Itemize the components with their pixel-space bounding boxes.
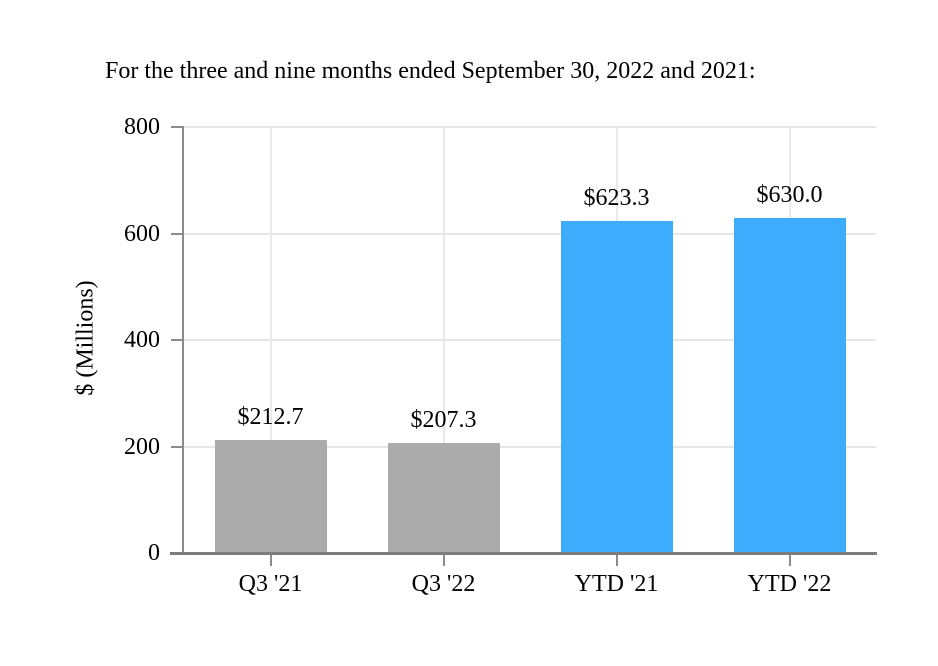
bar-value-label: $212.7 [237, 403, 304, 430]
x-tick-label: YTD '22 [747, 571, 832, 597]
y-tick-label: 600 [124, 220, 160, 247]
bar-value-label: $207.3 [410, 406, 477, 433]
y-axis-tick [171, 126, 183, 128]
y-tick-label: 400 [124, 327, 160, 353]
x-tick-label: Q3 '22 [411, 571, 476, 597]
y-tick-label: 800 [124, 114, 160, 140]
horizontal-gridline [184, 126, 876, 128]
vertical-gridline [442, 127, 445, 553]
horizontal-gridline [184, 339, 876, 341]
x-tick-label: YTD '21 [574, 571, 659, 597]
bar-value-label: $623.3 [583, 185, 650, 212]
x-axis-tick [442, 555, 445, 566]
bar [387, 442, 500, 553]
y-axis-line [182, 126, 184, 553]
y-axis-tick [171, 339, 183, 341]
chart-title: For the three and nine months ended Sept… [105, 58, 756, 84]
y-axis-tick [171, 445, 183, 448]
horizontal-gridline [184, 232, 876, 235]
x-axis-tick [269, 555, 272, 566]
y-axis-tick [171, 232, 183, 235]
x-axis-tick [615, 555, 618, 566]
bar-value-label: $630.0 [756, 181, 823, 208]
bar [560, 221, 673, 553]
horizontal-gridline [184, 445, 876, 448]
x-axis-line [170, 552, 877, 555]
y-tick-label: 0 [148, 540, 160, 566]
x-tick-label: Q3 '21 [238, 571, 303, 597]
bar [214, 439, 327, 553]
y-tick-label: 200 [124, 433, 160, 460]
bar [733, 217, 846, 553]
vertical-gridline [269, 127, 272, 553]
x-axis-tick [788, 555, 791, 566]
